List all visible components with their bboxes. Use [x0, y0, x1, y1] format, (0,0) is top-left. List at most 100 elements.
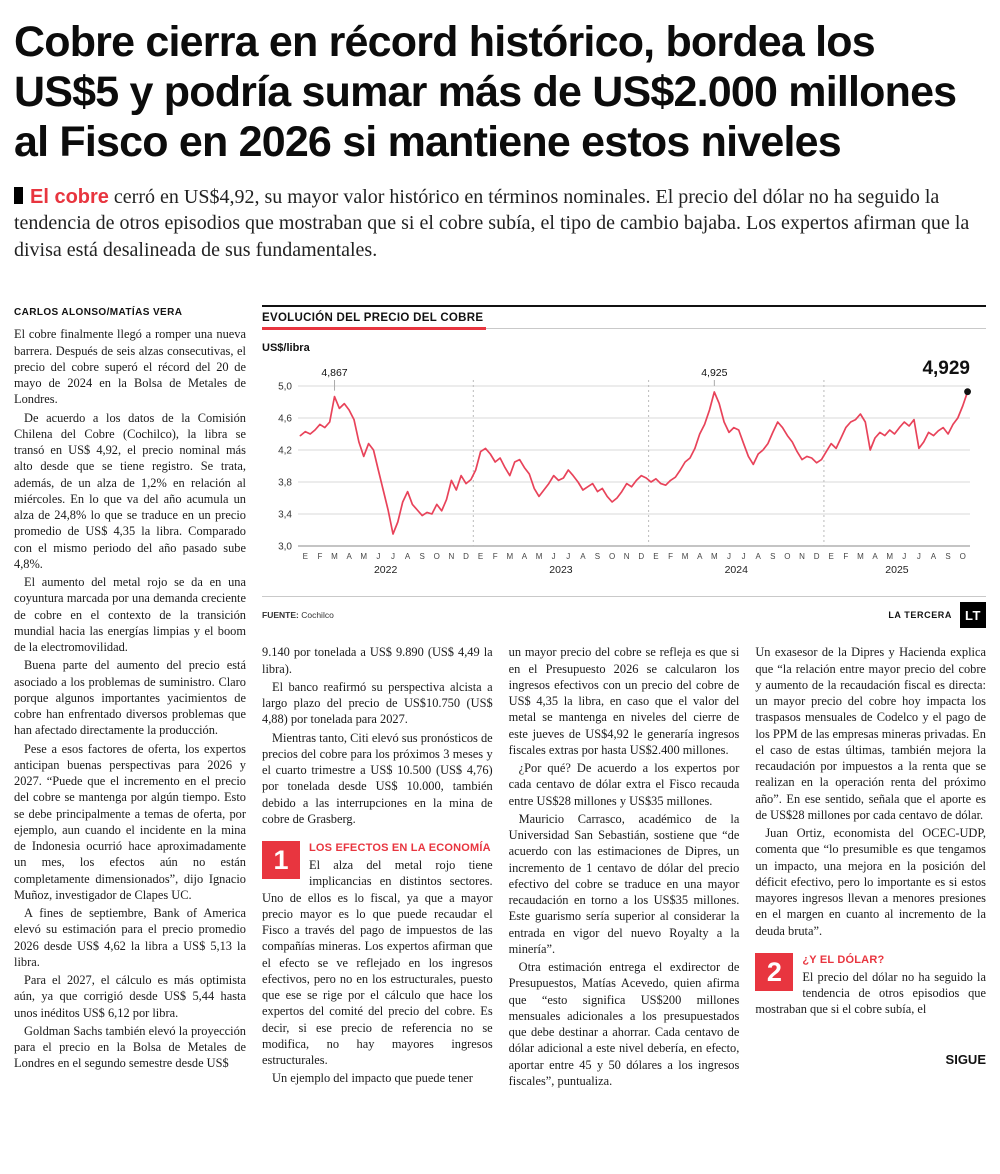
svg-text:E: E [303, 552, 308, 561]
article-paragraph: Goldman Sachs también elevó la proyecció… [14, 1023, 246, 1071]
svg-text:S: S [770, 552, 775, 561]
article-paragraph: ¿Por qué? De acuerdo a los expertos por … [508, 761, 740, 808]
svg-text:J: J [917, 552, 921, 561]
chart-y-axis-unit: US$/libra [262, 342, 310, 355]
svg-text:4,925: 4,925 [701, 367, 727, 379]
svg-text:O: O [609, 552, 615, 561]
article-paragraph: un mayor precio del cobre se refleja es … [508, 645, 740, 757]
lead-kicker: El cobre [30, 185, 109, 208]
svg-text:J: J [391, 552, 395, 561]
svg-text:F: F [493, 552, 498, 561]
article-paragraph: El cobre finalmente llegó a romper una n… [14, 327, 246, 407]
svg-text:A: A [405, 552, 411, 561]
section-1-header: 1 LOS EFECTOS EN LA ECONOMÍA [262, 839, 493, 880]
svg-text:2024: 2024 [725, 564, 749, 576]
svg-text:S: S [945, 552, 950, 561]
lt-logo-icon: LT [960, 602, 986, 629]
section-1-number-badge: 1 [262, 841, 300, 880]
kicker-bar-icon [14, 186, 23, 204]
svg-text:A: A [756, 552, 762, 561]
svg-text:A: A [522, 552, 528, 561]
svg-text:F: F [317, 552, 322, 561]
headline: Cobre cierra en récord histórico, bordea… [14, 18, 957, 166]
source-label: FUENTE: [262, 610, 299, 621]
svg-text:D: D [814, 552, 820, 561]
chart-source: FUENTE: Cochilco [262, 610, 334, 620]
column-4: Un exasesor de la Dipres y Hacienda expl… [755, 644, 986, 1091]
svg-text:A: A [872, 552, 878, 561]
svg-text:2023: 2023 [549, 564, 573, 576]
brand: LA TERCERA LT [888, 602, 986, 629]
svg-text:J: J [727, 552, 731, 561]
article-paragraph: Pese a esos factores de oferta, los expe… [14, 741, 246, 902]
chart-header: EVOLUCIÓN DEL PRECIO DEL COBRE [262, 305, 986, 331]
svg-text:E: E [829, 552, 834, 561]
left-column: CARLOS ALONSO/MATÍAS VERA El cobre final… [14, 305, 246, 1091]
column-2: 9.140 por tonelada a US$ 9.890 (US$ 4,49… [262, 644, 493, 1091]
svg-text:O: O [434, 552, 440, 561]
right-region: EVOLUCIÓN DEL PRECIO DEL COBRE US$/libra… [262, 305, 986, 1091]
section-2-header: 2 ¿Y EL DÓLAR? [755, 951, 986, 991]
svg-text:M: M [360, 552, 367, 561]
svg-text:F: F [843, 552, 848, 561]
svg-text:3,0: 3,0 [278, 542, 292, 553]
article-paragraph: Mientras tanto, Citi elevó sus pronóstic… [262, 730, 493, 826]
svg-text:5,0: 5,0 [278, 382, 292, 393]
chart-title: EVOLUCIÓN DEL PRECIO DEL COBRE [262, 307, 487, 331]
svg-text:4,6: 4,6 [278, 414, 292, 425]
bottom-columns: 9.140 por tonelada a US$ 9.890 (US$ 4,49… [262, 644, 986, 1091]
svg-text:O: O [784, 552, 790, 561]
svg-text:E: E [653, 552, 658, 561]
svg-text:S: S [595, 552, 600, 561]
svg-text:D: D [463, 552, 469, 561]
section-2-number-badge: 2 [755, 952, 794, 991]
svg-text:A: A [931, 552, 937, 561]
section-1-title: LOS EFECTOS EN LA ECONOMÍA [309, 842, 491, 855]
svg-text:J: J [376, 552, 380, 561]
svg-text:J: J [902, 552, 906, 561]
article-paragraph: El alza del metal rojo tiene implicancia… [262, 858, 493, 1068]
article-paragraph: Mauricio Carrasco, académico de la Unive… [508, 811, 740, 956]
svg-text:M: M [682, 552, 689, 561]
article-paragraph: Un exasesor de la Dipres y Hacienda expl… [755, 645, 986, 822]
svg-text:M: M [886, 552, 893, 561]
article-paragraph: Para el 2027, el cálculo es más optimist… [14, 973, 246, 1020]
svg-text:M: M [506, 552, 513, 561]
svg-text:3,4: 3,4 [278, 510, 292, 521]
article-paragraph: Un ejemplo del impacto que puede tener [272, 1071, 473, 1086]
source-name: Cochilco [301, 610, 334, 621]
column-3: un mayor precio del cobre se refleja es … [509, 644, 740, 1091]
svg-text:E: E [478, 552, 483, 561]
svg-text:2022: 2022 [374, 564, 398, 576]
svg-text:O: O [960, 552, 966, 561]
svg-text:J: J [566, 552, 570, 561]
chart-footer: FUENTE: Cochilco LA TERCERA LT [262, 596, 986, 629]
lead-paragraph: El cobre cerró en US$4,92, su mayor valo… [14, 184, 986, 264]
article-paragraph: Juan Ortiz, economista del OCEC-UDP, com… [755, 826, 986, 938]
article-paragraph: Otra estimación entrega el exdirector de… [508, 960, 740, 1088]
svg-text:M: M [857, 552, 864, 561]
svg-text:A: A [346, 552, 352, 561]
article-paragraph: El banco reafirmó su perspectiva alcista… [262, 679, 493, 727]
svg-text:N: N [449, 552, 455, 561]
svg-text:4,2: 4,2 [278, 446, 292, 457]
svg-text:3,8: 3,8 [278, 478, 292, 489]
continue-label: SIGUE [945, 1051, 986, 1067]
article-paragraph: El aumento del metal rojo se da en una c… [14, 575, 246, 655]
svg-text:2025: 2025 [885, 564, 909, 576]
svg-text:M: M [331, 552, 338, 561]
svg-text:A: A [697, 552, 703, 561]
svg-text:M: M [711, 552, 718, 561]
lead-text: cerró en US$4,92, su mayor valor históri… [14, 185, 970, 261]
svg-text:J: J [552, 552, 556, 561]
svg-text:N: N [799, 552, 805, 561]
svg-text:S: S [420, 552, 425, 561]
article-paragraph: De acuerdo a los datos de la Comisión Ch… [14, 410, 246, 571]
section-2-title: ¿Y EL DÓLAR? [802, 953, 885, 966]
svg-text:F: F [668, 552, 673, 561]
svg-text:A: A [580, 552, 586, 561]
byline: CARLOS ALONSO/MATÍAS VERA [14, 307, 183, 319]
svg-text:J: J [742, 552, 746, 561]
article-paragraph: 9.140 por tonelada a US$ 9.890 (US$ 4,49… [262, 645, 493, 676]
